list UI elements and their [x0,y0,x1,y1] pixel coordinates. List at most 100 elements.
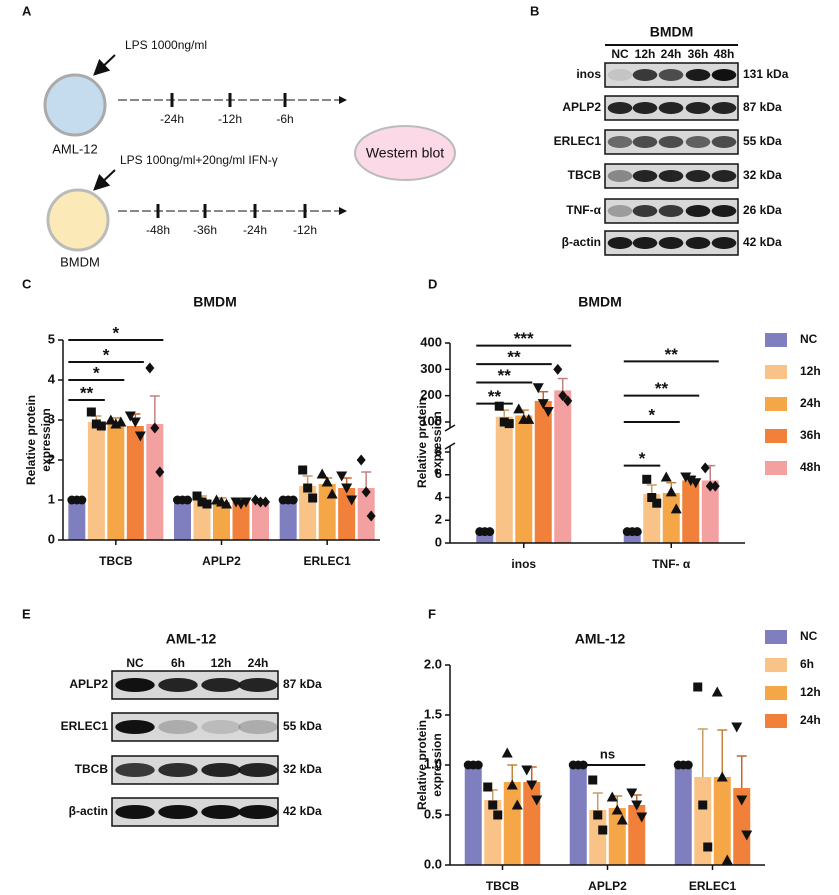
point [598,825,608,835]
band [658,69,684,81]
bar [232,502,250,540]
panel-label: D [428,276,437,291]
y-tick-label: 0 [435,534,442,549]
point [473,760,483,770]
point [499,417,509,427]
point [593,810,603,820]
significance-label: * [648,405,655,424]
band [607,69,633,81]
band [238,720,278,734]
point [506,779,518,790]
point [532,383,544,394]
endpoint: Western blot [366,145,444,161]
point [366,510,376,522]
bar [126,426,144,540]
legend-swatch [765,461,787,475]
point [91,419,101,429]
y-tick-label: 1.0 [424,756,442,771]
protein-label: inos [576,67,601,81]
y-tick-label: 4 [48,371,56,386]
legend-swatch [765,658,787,672]
legend-swatch [765,397,787,411]
y-tick-label: 6 [435,466,442,481]
point [202,499,212,509]
band [238,805,278,819]
point [683,760,693,770]
y-tick-label: 300 [420,361,442,376]
significance-label: ** [80,383,94,402]
point [129,417,141,428]
bar [674,765,692,865]
band [201,805,241,819]
bar [515,415,533,543]
bar [174,500,191,540]
point [336,471,348,482]
band [158,720,198,734]
point [710,480,720,492]
arrow [93,169,116,191]
bar [662,492,680,543]
band [238,763,278,777]
band-size: 26 kDa [743,203,782,217]
point [588,775,598,785]
bar [701,480,719,543]
point [636,812,648,823]
lane-label: NC [126,656,144,670]
dish [43,73,107,137]
point [631,800,643,811]
band [158,763,198,777]
significance-label: *** [514,329,534,348]
blot-title: BMDM [650,24,694,40]
cell-label: AML-12 [52,141,98,156]
band [158,805,198,819]
point [155,466,165,478]
endpoint-ellipse [354,125,456,181]
point [321,476,333,487]
bar [569,765,587,865]
timepoint: -48h [146,223,170,237]
point [513,403,525,414]
band [607,205,633,217]
band [201,763,241,777]
point [690,478,702,489]
band [711,102,737,114]
point [680,472,692,483]
band [607,237,633,249]
significance-label: * [103,345,110,364]
band [685,205,711,217]
point [86,407,96,417]
bar [193,500,211,540]
band [711,237,737,249]
y-axis-label: Relative protein [415,720,429,810]
point [341,483,353,494]
significance-label: * [113,323,120,342]
y-tick-label: 200 [420,387,442,402]
band [607,136,633,148]
bar [503,782,521,865]
significance-label: ** [488,387,502,406]
lane-label: 36h [688,47,709,61]
protein-label: TBCB [568,168,602,182]
timepoint: -24h [160,112,184,126]
y-tick-label: 8 [435,443,442,458]
point [523,413,535,424]
bar [464,765,482,865]
y-tick-label: 0 [48,531,55,546]
point [563,395,573,407]
lane-label: 24h [661,47,682,61]
band-size: 55 kDa [743,134,782,148]
y-axis-label: expression [430,411,444,474]
point [553,363,563,375]
significance-label: ** [655,379,669,398]
point [288,495,298,505]
band-size: 87 kDa [283,677,322,691]
legend-label: NC [800,332,818,346]
band [685,237,711,249]
point [531,795,543,806]
timepoint: -24h [243,223,267,237]
y-tick-label: 0.5 [424,806,442,821]
timepoint: -6h [276,112,293,126]
legend-swatch [765,365,787,379]
point [626,788,638,799]
